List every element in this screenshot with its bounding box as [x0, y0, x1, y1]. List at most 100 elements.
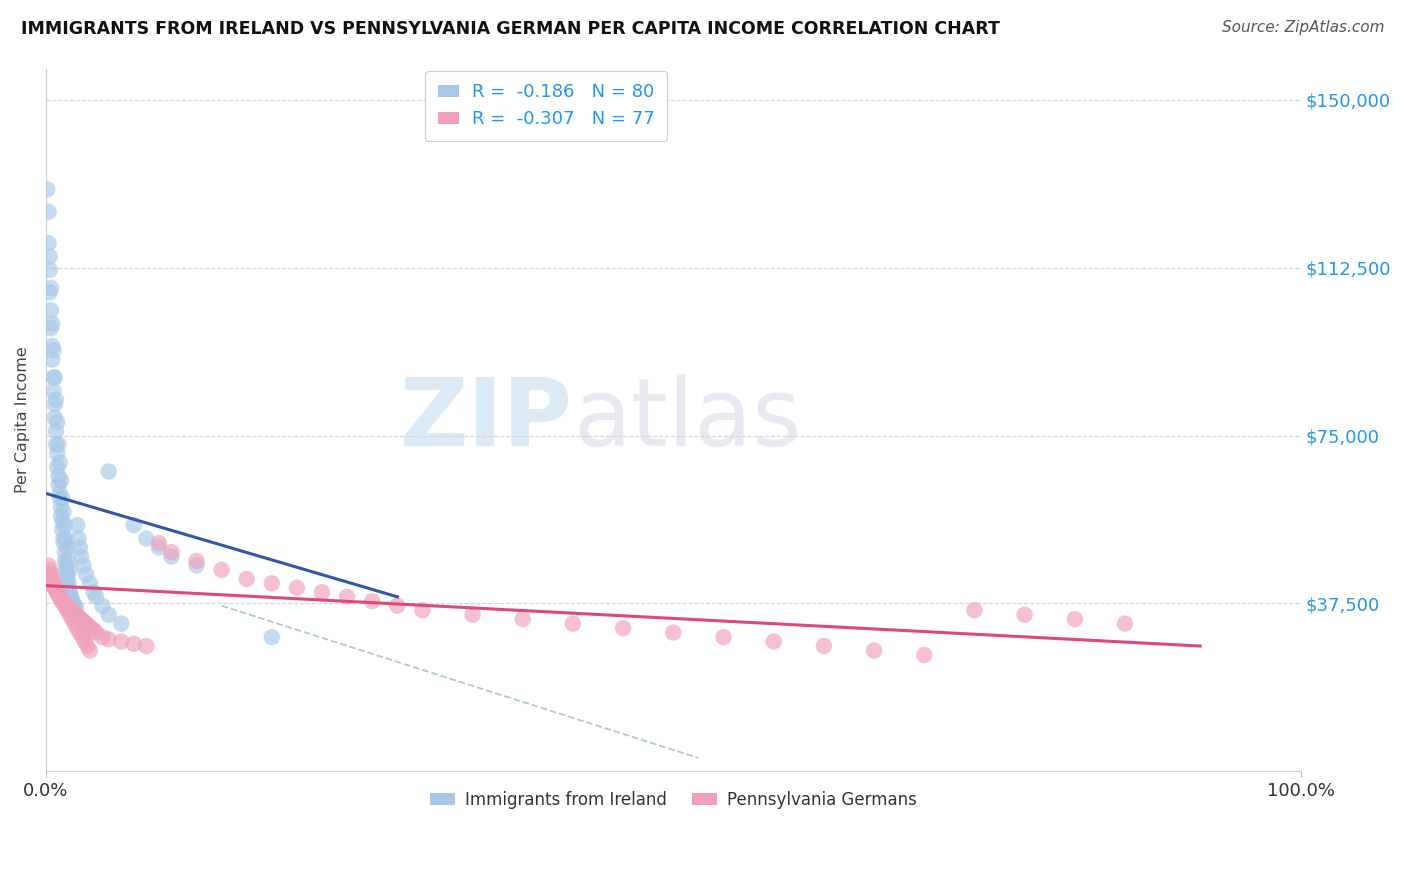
Point — [762, 634, 785, 648]
Point — [512, 612, 534, 626]
Point — [72, 615, 94, 629]
Point — [79, 576, 101, 591]
Point — [211, 563, 233, 577]
Point — [46, 585, 69, 599]
Point — [963, 603, 986, 617]
Point — [73, 634, 96, 648]
Point — [260, 576, 283, 591]
Point — [76, 639, 98, 653]
Point — [110, 616, 132, 631]
Point — [52, 505, 75, 519]
Point — [53, 597, 76, 611]
Point — [39, 303, 62, 318]
Point — [41, 317, 63, 331]
Point — [51, 523, 73, 537]
Point — [561, 616, 583, 631]
Point — [83, 624, 105, 638]
Point — [37, 558, 59, 573]
Point — [37, 204, 59, 219]
Text: atlas: atlas — [572, 374, 801, 466]
Point — [37, 576, 59, 591]
Point — [186, 554, 208, 568]
Point — [46, 415, 69, 429]
Point — [55, 563, 77, 577]
Point — [49, 592, 72, 607]
Point — [62, 606, 84, 620]
Point — [60, 590, 83, 604]
Point — [41, 339, 63, 353]
Point — [38, 563, 60, 577]
Point — [411, 603, 433, 617]
Point — [612, 621, 634, 635]
Point — [1063, 612, 1085, 626]
Point — [46, 459, 69, 474]
Point — [70, 549, 93, 564]
Point — [67, 532, 90, 546]
Point — [48, 469, 70, 483]
Point — [49, 500, 72, 515]
Point — [336, 590, 359, 604]
Point — [49, 590, 72, 604]
Point — [52, 536, 75, 550]
Point — [59, 602, 82, 616]
Point — [49, 474, 72, 488]
Point — [285, 581, 308, 595]
Point — [55, 599, 77, 613]
Point — [38, 285, 60, 300]
Point — [65, 607, 87, 622]
Point — [84, 590, 107, 604]
Point — [41, 352, 63, 367]
Point — [59, 563, 82, 577]
Point — [135, 639, 157, 653]
Point — [97, 465, 120, 479]
Point — [42, 370, 65, 384]
Point — [53, 554, 76, 568]
Point — [46, 446, 69, 460]
Point — [1114, 616, 1136, 631]
Text: IMMIGRANTS FROM IRELAND VS PENNSYLVANIA GERMAN PER CAPITA INCOME CORRELATION CHA: IMMIGRANTS FROM IRELAND VS PENNSYLVANIA … — [21, 20, 1000, 37]
Point — [59, 607, 82, 622]
Point — [39, 281, 62, 295]
Point — [70, 612, 93, 626]
Point — [160, 545, 183, 559]
Point — [49, 491, 72, 506]
Point — [53, 518, 76, 533]
Point — [41, 572, 63, 586]
Point — [39, 567, 62, 582]
Point — [110, 634, 132, 648]
Point — [63, 616, 86, 631]
Point — [66, 518, 89, 533]
Point — [91, 630, 114, 644]
Point — [48, 588, 70, 602]
Point — [75, 616, 97, 631]
Y-axis label: Per Capita Income: Per Capita Income — [15, 347, 30, 493]
Point — [45, 424, 67, 438]
Point — [59, 585, 82, 599]
Point — [56, 572, 79, 586]
Point — [65, 601, 87, 615]
Point — [260, 630, 283, 644]
Point — [49, 455, 72, 469]
Point — [235, 572, 257, 586]
Point — [53, 599, 76, 613]
Point — [56, 541, 79, 555]
Point — [49, 509, 72, 524]
Point — [41, 576, 63, 591]
Point — [148, 541, 170, 555]
Point — [45, 437, 67, 451]
Point — [135, 532, 157, 546]
Point — [45, 583, 67, 598]
Point — [72, 558, 94, 573]
Point — [186, 558, 208, 573]
Point — [69, 541, 91, 555]
Point — [62, 597, 84, 611]
Point — [58, 601, 80, 615]
Point — [56, 603, 79, 617]
Point — [66, 621, 89, 635]
Point — [72, 630, 94, 644]
Point — [75, 567, 97, 582]
Point — [56, 567, 79, 582]
Point — [44, 581, 66, 595]
Point — [38, 263, 60, 277]
Point — [361, 594, 384, 608]
